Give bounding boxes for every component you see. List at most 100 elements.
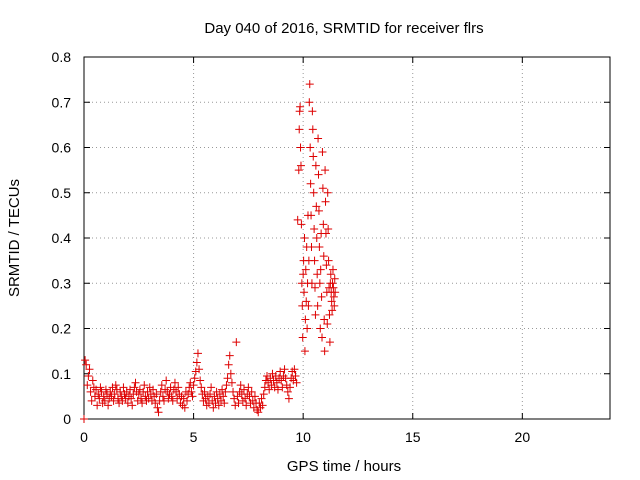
data-point <box>126 385 135 394</box>
data-point <box>330 301 339 310</box>
data-point <box>261 376 270 385</box>
data-point <box>193 349 202 358</box>
data-point <box>180 403 189 412</box>
x-tick-label: 15 <box>405 429 421 445</box>
data-point <box>312 234 321 242</box>
data-point <box>250 392 259 401</box>
data-point <box>291 372 300 381</box>
y-tick-label: 0 <box>63 411 71 427</box>
data-point <box>130 383 139 392</box>
data-point <box>277 376 286 385</box>
data-point <box>187 387 196 396</box>
data-point <box>280 365 289 374</box>
data-point <box>309 152 318 161</box>
data-point <box>85 365 94 374</box>
data-point <box>329 283 338 292</box>
data-point <box>197 383 206 392</box>
data-point <box>224 360 233 369</box>
data-point <box>209 403 218 412</box>
data-point <box>307 279 316 288</box>
data-point <box>123 399 132 408</box>
data-point <box>82 360 91 369</box>
data-point <box>294 166 303 175</box>
data-point <box>188 392 197 401</box>
data-point <box>327 297 336 306</box>
data-point <box>226 369 235 378</box>
data-point <box>154 408 163 417</box>
data-point <box>157 381 166 390</box>
data-point <box>151 399 160 408</box>
data-point <box>283 387 292 396</box>
data-point <box>190 374 199 383</box>
data-point <box>128 401 137 410</box>
data-point <box>320 347 329 356</box>
data-point <box>131 378 140 387</box>
y-tick-label: 0.6 <box>52 140 72 156</box>
data-point <box>331 288 340 297</box>
data-point <box>323 319 332 328</box>
x-tick-label: 20 <box>515 429 531 445</box>
x-tick-label: 5 <box>190 429 198 445</box>
data-point <box>259 390 268 399</box>
data-point <box>296 143 305 152</box>
data-point <box>319 252 328 261</box>
data-point <box>318 184 327 193</box>
y-tick-label: 0.8 <box>52 49 72 65</box>
data-point <box>315 243 324 252</box>
data-point <box>265 385 274 394</box>
data-point <box>307 211 316 220</box>
data-point <box>149 385 158 394</box>
y-tick-label: 0.1 <box>52 366 72 382</box>
data-point <box>292 378 301 387</box>
data-point <box>321 197 330 206</box>
data-point <box>105 394 114 403</box>
data-point <box>239 385 248 394</box>
data-point <box>225 351 234 360</box>
data-point <box>153 403 162 412</box>
data-point <box>313 301 322 310</box>
data-point <box>207 383 216 392</box>
data-point <box>306 143 315 152</box>
data-point <box>111 381 120 390</box>
data-point <box>174 383 183 392</box>
data-point <box>87 396 96 405</box>
x-axis-label: GPS time / hours <box>287 458 401 475</box>
data-point <box>300 347 309 356</box>
data-point <box>177 392 186 401</box>
data-point <box>286 383 295 392</box>
data-point <box>301 315 310 324</box>
data-point <box>214 401 223 410</box>
data-point <box>195 365 204 374</box>
data-point <box>86 387 95 396</box>
data-point <box>322 261 331 270</box>
data-point <box>321 229 330 238</box>
data-point <box>170 378 179 387</box>
data-point <box>254 408 263 417</box>
data-point <box>298 333 307 342</box>
data-point <box>242 401 251 410</box>
data-point <box>314 206 323 215</box>
data-point <box>330 274 339 283</box>
data-point <box>319 220 328 229</box>
data-point <box>300 234 309 242</box>
data-point <box>284 394 293 403</box>
data-point <box>312 202 321 211</box>
data-point <box>134 390 143 399</box>
data-point <box>278 383 287 392</box>
data-point <box>328 279 337 288</box>
data-point <box>306 179 315 188</box>
data-point <box>324 256 333 265</box>
data-point <box>293 215 302 224</box>
data-point <box>303 324 312 333</box>
data-point <box>323 188 332 197</box>
data-point <box>328 306 337 315</box>
data-point <box>260 383 269 392</box>
data-point <box>196 376 205 385</box>
data-point <box>257 394 266 403</box>
data-point <box>138 399 147 408</box>
data-point <box>109 396 118 405</box>
data-point <box>222 381 231 390</box>
data-point <box>178 401 187 410</box>
data-point <box>101 385 110 394</box>
data-point <box>247 387 256 396</box>
